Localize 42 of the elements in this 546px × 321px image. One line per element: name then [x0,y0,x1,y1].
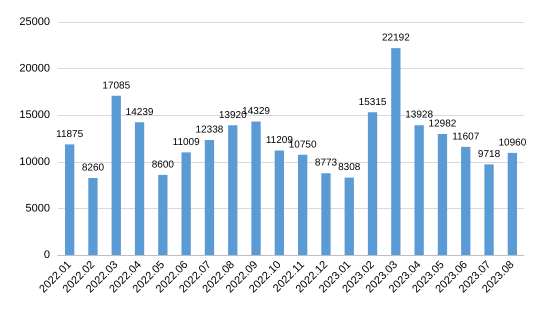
data-label: 8308 [338,162,361,174]
y-tick-label: 10000 [19,156,50,168]
bar [88,178,98,255]
bar [274,150,284,255]
bar [181,152,191,255]
data-label: 15315 [358,96,387,108]
bar [204,140,214,255]
data-label: 8773 [314,158,338,169]
data-label: 10960 [498,137,527,148]
data-label: 14239 [126,106,154,118]
y-tick-label: 0 [44,249,50,261]
bar [368,112,378,255]
bar [484,164,494,255]
data-label: 9718 [478,148,501,160]
data-label: 12338 [196,124,224,136]
bar [461,146,470,255]
bar [508,152,518,255]
bar [112,96,121,255]
bar [321,173,331,255]
bar [438,134,448,255]
bar [391,48,401,255]
y-tick-label: 20000 [19,62,50,75]
data-label: 11607 [452,131,480,142]
data-label: 8600 [152,159,174,170]
data-label: 11009 [172,136,200,148]
y-tick-label: 25000 [19,16,50,28]
data-label: 12982 [428,118,457,130]
bar [64,144,74,255]
data-label: 11875 [56,128,84,140]
bar [298,154,308,255]
y-tick-label: 5000 [26,202,50,214]
bar [251,121,261,255]
bar [344,178,354,255]
data-label: 13928 [405,110,434,121]
data-label: 8260 [82,162,105,174]
data-label: 22192 [382,32,410,44]
bar [228,125,238,255]
bar [134,122,144,255]
data-label: 17085 [102,80,131,92]
bar [414,125,424,255]
bar [158,174,168,255]
y-tick-label: 15000 [19,109,50,122]
